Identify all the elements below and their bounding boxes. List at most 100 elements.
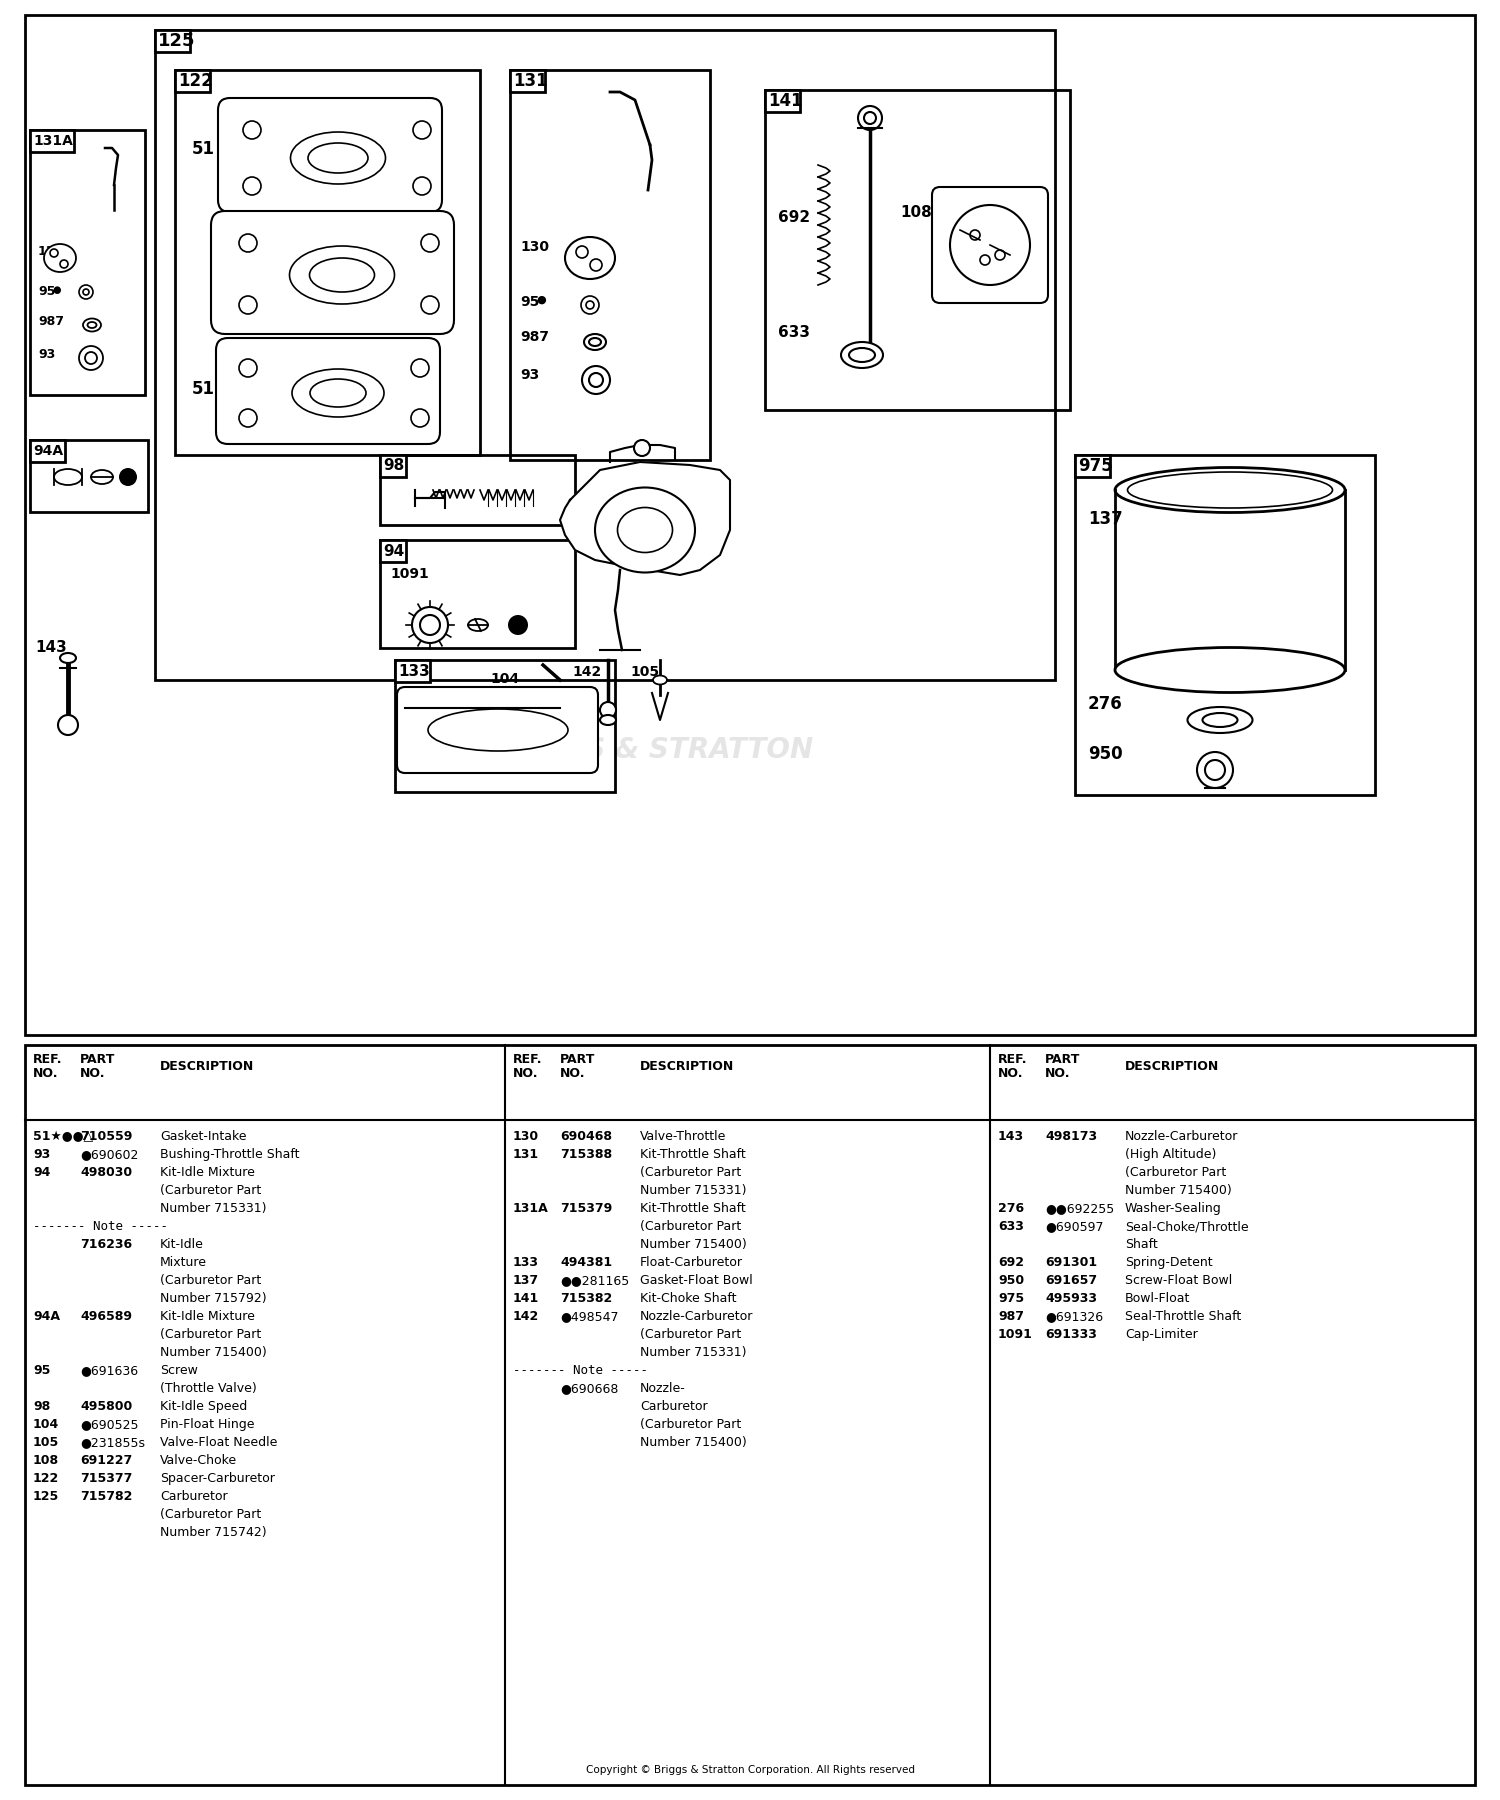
Text: 95: 95 (33, 1364, 51, 1377)
Circle shape (950, 205, 1030, 284)
Text: REF.: REF. (33, 1053, 63, 1066)
Text: Shaft: Shaft (1125, 1238, 1158, 1251)
Text: Kit-Throttle Shaft: Kit-Throttle Shaft (640, 1148, 746, 1161)
Text: 276: 276 (1088, 695, 1122, 713)
Text: 950: 950 (998, 1274, 1024, 1287)
Text: NO.: NO. (80, 1067, 105, 1080)
Ellipse shape (566, 238, 615, 279)
Text: Kit-Choke Shaft: Kit-Choke Shaft (640, 1292, 736, 1305)
Text: 94A: 94A (33, 445, 63, 457)
Ellipse shape (618, 508, 672, 553)
Text: NO.: NO. (513, 1067, 538, 1080)
Text: 51: 51 (192, 380, 214, 398)
Text: 137: 137 (513, 1274, 538, 1287)
Text: Number 715331): Number 715331) (640, 1346, 747, 1359)
Ellipse shape (1114, 648, 1346, 693)
Ellipse shape (584, 335, 606, 349)
Text: 130: 130 (38, 245, 64, 257)
Bar (30, 130, 74, 151)
Text: DESCRIPTION: DESCRIPTION (160, 1060, 254, 1073)
Text: Number 715331): Number 715331) (160, 1202, 267, 1215)
Text: 142: 142 (513, 1310, 540, 1323)
Circle shape (243, 121, 261, 139)
FancyBboxPatch shape (217, 97, 442, 212)
Text: 122: 122 (178, 72, 213, 90)
Text: 51★●●△: 51★●●△ (33, 1130, 93, 1143)
Text: Number 715792): Number 715792) (160, 1292, 267, 1305)
Text: Number 715400): Number 715400) (640, 1436, 747, 1449)
Text: 1091: 1091 (998, 1328, 1033, 1341)
Circle shape (238, 358, 256, 376)
Text: (Carburetor Part: (Carburetor Part (640, 1418, 741, 1431)
Text: NO.: NO. (33, 1067, 58, 1080)
Text: Kit-Idle Speed: Kit-Idle Speed (160, 1400, 248, 1413)
Circle shape (411, 409, 429, 427)
Ellipse shape (842, 342, 884, 367)
Text: 987: 987 (520, 329, 549, 344)
Text: 93: 93 (38, 347, 56, 362)
Bar (394, 661, 615, 792)
Text: Seal-Choke/Throttle: Seal-Choke/Throttle (1125, 1220, 1248, 1233)
Text: Valve-Choke: Valve-Choke (160, 1454, 237, 1467)
Bar (380, 455, 574, 526)
Text: 716236: 716236 (80, 1238, 132, 1251)
Text: 494381: 494381 (560, 1256, 612, 1269)
Ellipse shape (290, 247, 394, 304)
Bar (1076, 455, 1110, 477)
Text: 690468: 690468 (560, 1130, 612, 1143)
Bar (380, 540, 406, 562)
Text: Nozzle-Carburetor: Nozzle-Carburetor (1125, 1130, 1239, 1143)
Text: 131A: 131A (33, 133, 74, 148)
Ellipse shape (596, 488, 694, 572)
Text: Carburetor: Carburetor (640, 1400, 708, 1413)
Ellipse shape (292, 369, 384, 418)
Ellipse shape (600, 715, 616, 725)
Text: 131: 131 (513, 1148, 538, 1161)
Circle shape (420, 616, 440, 635)
Text: Washer-Sealing: Washer-Sealing (1125, 1202, 1221, 1215)
Text: Number 715742): Number 715742) (160, 1526, 267, 1539)
Text: (Carburetor Part: (Carburetor Part (640, 1166, 741, 1179)
Circle shape (858, 106, 882, 130)
Circle shape (422, 234, 440, 252)
Text: Kit-Idle: Kit-Idle (160, 1238, 204, 1251)
Text: 692: 692 (778, 211, 810, 225)
Circle shape (586, 301, 594, 310)
FancyBboxPatch shape (932, 187, 1048, 302)
Circle shape (413, 176, 430, 194)
FancyBboxPatch shape (211, 211, 454, 335)
Text: Bushing-Throttle Shaft: Bushing-Throttle Shaft (160, 1148, 300, 1161)
Text: PART: PART (560, 1053, 596, 1066)
Text: 104: 104 (490, 671, 519, 686)
Circle shape (970, 230, 980, 239)
Text: 498173: 498173 (1046, 1130, 1096, 1143)
Circle shape (60, 259, 68, 268)
Text: 715782: 715782 (80, 1490, 132, 1503)
Text: Gasket-Intake: Gasket-Intake (160, 1130, 246, 1143)
Text: Valve-Throttle: Valve-Throttle (640, 1130, 726, 1143)
Text: 133: 133 (513, 1256, 538, 1269)
Bar (30, 130, 146, 394)
Text: 125: 125 (158, 32, 195, 50)
Text: 692: 692 (998, 1256, 1024, 1269)
Circle shape (994, 250, 1005, 259)
Text: 691301: 691301 (1046, 1256, 1096, 1269)
Text: Carburetor: Carburetor (160, 1490, 228, 1503)
Text: Kit-Idle Mixture: Kit-Idle Mixture (160, 1166, 255, 1179)
Text: 95: 95 (520, 295, 540, 310)
Text: ●690597: ●690597 (1046, 1220, 1104, 1233)
Text: Copyright © Briggs & Stratton Corporation. All Rights reserved: Copyright © Briggs & Stratton Corporatio… (585, 1766, 915, 1775)
Text: Seal-Throttle Shaft: Seal-Throttle Shaft (1125, 1310, 1242, 1323)
Circle shape (238, 409, 256, 427)
Text: 122: 122 (33, 1472, 60, 1485)
Circle shape (509, 616, 528, 635)
Text: (Carburetor Part: (Carburetor Part (1125, 1166, 1227, 1179)
Ellipse shape (291, 131, 386, 184)
Text: 98: 98 (33, 1400, 51, 1413)
Ellipse shape (1188, 707, 1252, 733)
Ellipse shape (308, 142, 368, 173)
Bar (510, 70, 710, 461)
Text: 130: 130 (513, 1130, 538, 1143)
Text: ------- Note -----: ------- Note ----- (33, 1220, 168, 1233)
Text: ●690525: ●690525 (80, 1418, 138, 1431)
